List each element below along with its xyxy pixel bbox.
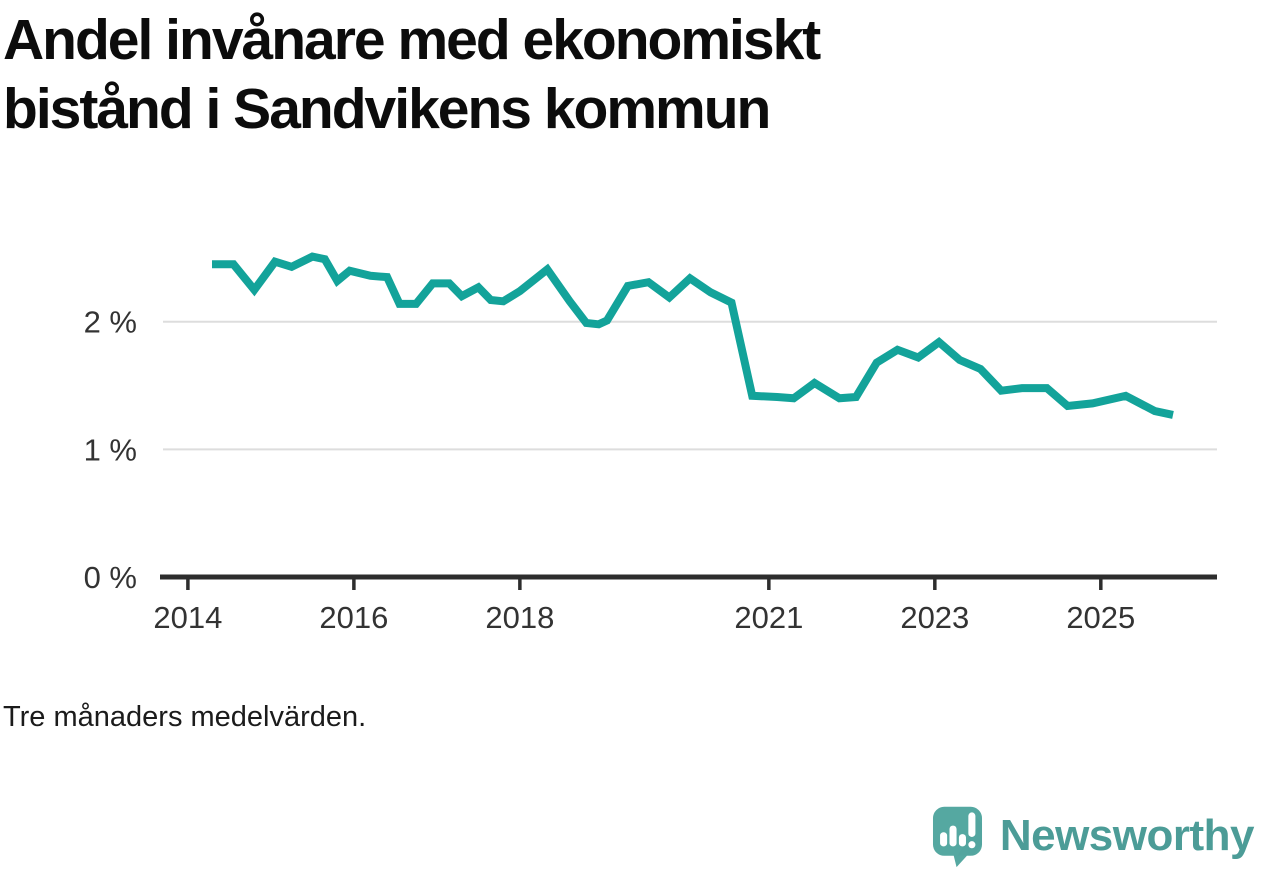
newsworthy-logo: Newsworthy: [929, 803, 1255, 869]
line-chart: 0 % 1 % 2 % 2014 2016 2018 2021 2023 2025: [84, 252, 1217, 635]
x-tick-label: 2014: [153, 600, 222, 635]
x-tick-label: 2025: [1066, 600, 1135, 635]
chart-title-line: Andel invånare med ekonomiskt: [3, 8, 821, 72]
chart-title: Andel invånare med ekonomiskt bistånd i S…: [3, 6, 821, 144]
y-tick-label: 1 %: [84, 432, 137, 467]
newsworthy-wordmark: Newsworthy: [999, 811, 1255, 860]
data-line: [212, 252, 1174, 419]
x-tick-label: 2023: [900, 600, 969, 635]
y-tick-label: 0 %: [84, 560, 137, 595]
x-tick-label: 2016: [319, 600, 388, 635]
chart-title-line: bistånd i Sandvikens kommun: [3, 77, 771, 141]
y-tick-label: 2 %: [84, 305, 137, 340]
x-tick-label: 2021: [734, 600, 803, 635]
x-tick-label: 2018: [485, 600, 554, 635]
newsworthy-speech-bubble-barchart-icon: [932, 806, 982, 868]
chart-footnote: Tre månaders medelvärden.: [3, 701, 367, 733]
